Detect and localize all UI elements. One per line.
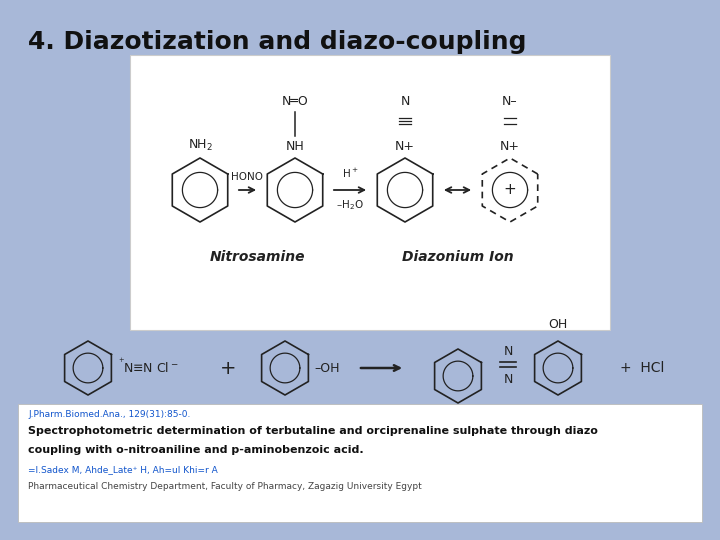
Text: N: N — [503, 373, 513, 386]
Text: N═O: N═O — [282, 95, 308, 108]
Text: coupling with o-nitroaniline and p-aminobenzoic acid.: coupling with o-nitroaniline and p-amino… — [28, 445, 364, 455]
Text: Diazonium Ion: Diazonium Ion — [402, 250, 513, 264]
Text: N: N — [400, 95, 410, 108]
Text: N–: N– — [502, 95, 518, 108]
Text: $^+$: $^+$ — [117, 357, 125, 367]
Text: HONO: HONO — [232, 172, 264, 182]
Text: N+: N+ — [395, 140, 415, 153]
Text: –OH: –OH — [314, 361, 340, 375]
Bar — [18, 404, 702, 522]
Text: OH: OH — [549, 318, 567, 331]
Text: +  HCl: + HCl — [620, 361, 665, 375]
Text: NH: NH — [286, 140, 305, 153]
Text: Spectrophotometric determination of terbutaline and orciprenaline sulphate throu: Spectrophotometric determination of terb… — [28, 426, 598, 436]
Text: J.Pharm.Biomed.Ana., 129(31):85-0.: J.Pharm.Biomed.Ana., 129(31):85-0. — [28, 410, 190, 419]
Text: –H$_2$O: –H$_2$O — [336, 198, 364, 212]
Text: Pharmaceutical Chemistry Department, Faculty of Pharmacy, Zagazig University Egy: Pharmaceutical Chemistry Department, Fac… — [28, 482, 422, 491]
Text: H$^+$: H$^+$ — [342, 167, 359, 180]
Text: N≡N Cl$^-$: N≡N Cl$^-$ — [123, 361, 179, 375]
Text: N+: N+ — [500, 140, 520, 153]
Text: +: + — [220, 359, 236, 377]
Text: +: + — [503, 183, 516, 198]
Text: Nitrosamine: Nitrosamine — [210, 250, 305, 264]
Text: NH$_2$: NH$_2$ — [187, 138, 212, 153]
Text: =l.Sadex M, Ahde_Late⁺ H, Ah=ul Khi=r A: =l.Sadex M, Ahde_Late⁺ H, Ah=ul Khi=r A — [28, 465, 217, 474]
Text: N: N — [503, 345, 513, 358]
Text: 4. Diazotization and diazo-coupling: 4. Diazotization and diazo-coupling — [28, 30, 526, 54]
Bar — [130, 55, 610, 330]
